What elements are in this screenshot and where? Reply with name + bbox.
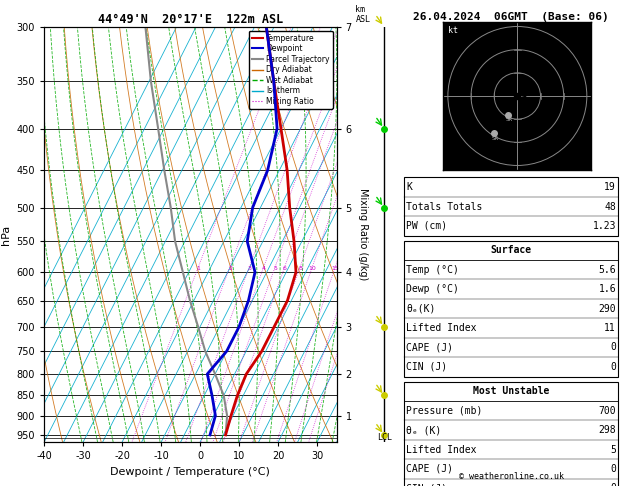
Text: 19: 19 [604,182,616,192]
Text: K: K [406,182,412,192]
Legend: Temperature, Dewpoint, Parcel Trajectory, Dry Adiabat, Wet Adiabat, Isotherm, Mi: Temperature, Dewpoint, Parcel Trajectory… [248,31,333,109]
Text: 298: 298 [598,425,616,435]
Text: © weatheronline.co.uk: © weatheronline.co.uk [459,472,564,481]
Text: Temp (°C): Temp (°C) [406,265,459,275]
Text: PW (cm): PW (cm) [406,221,447,231]
Text: Most Unstable: Most Unstable [473,386,549,396]
Text: 2: 2 [228,266,232,271]
X-axis label: Dewpoint / Temperature (°C): Dewpoint / Temperature (°C) [110,467,270,477]
Text: 0: 0 [610,362,616,372]
Text: 26.04.2024  06GMT  (Base: 06): 26.04.2024 06GMT (Base: 06) [413,12,609,22]
Bar [404,241,618,377]
Text: 6: 6 [283,266,287,271]
Text: LCL: LCL [377,434,392,442]
Text: km
ASL: km ASL [355,5,370,24]
Text: kt: kt [448,26,458,35]
Text: 8: 8 [298,266,303,271]
Bar [404,382,618,486]
Y-axis label: hPa: hPa [1,225,11,244]
Text: θₑ (K): θₑ (K) [406,425,442,435]
Text: 700: 700 [598,406,616,416]
Text: 1.23: 1.23 [593,221,616,231]
Text: Dewp (°C): Dewp (°C) [406,284,459,294]
Text: Pressure (mb): Pressure (mb) [406,406,482,416]
Text: Lifted Index: Lifted Index [406,445,477,454]
Text: CAPE (J): CAPE (J) [406,343,453,352]
Text: 48: 48 [604,202,616,211]
Title: 44°49'N  20°17'E  122m ASL: 44°49'N 20°17'E 122m ASL [97,13,283,26]
Text: 290: 290 [598,304,616,313]
Text: 10: 10 [309,266,316,271]
Text: SR: SR [506,118,513,122]
Text: 5.6: 5.6 [598,265,616,275]
Text: 5: 5 [610,445,616,454]
Text: SR: SR [492,136,499,141]
Text: 0: 0 [610,464,616,474]
Text: 3: 3 [248,266,252,271]
Text: Totals Totals: Totals Totals [406,202,482,211]
Text: CIN (J): CIN (J) [406,362,447,372]
Bar [404,177,618,236]
Text: 5: 5 [274,266,277,271]
Text: Lifted Index: Lifted Index [406,323,477,333]
Text: CIN (J): CIN (J) [406,484,447,486]
Y-axis label: Mixing Ratio (g/kg): Mixing Ratio (g/kg) [359,189,369,280]
Text: 1.6: 1.6 [598,284,616,294]
Text: 4: 4 [262,266,266,271]
Text: 1: 1 [197,266,201,271]
Text: 0: 0 [610,484,616,486]
Text: CAPE (J): CAPE (J) [406,464,453,474]
Text: 11: 11 [604,323,616,333]
Text: 0: 0 [610,343,616,352]
Text: 15: 15 [331,266,340,271]
Text: Surface: Surface [491,245,532,255]
Text: θₑ(K): θₑ(K) [406,304,435,313]
